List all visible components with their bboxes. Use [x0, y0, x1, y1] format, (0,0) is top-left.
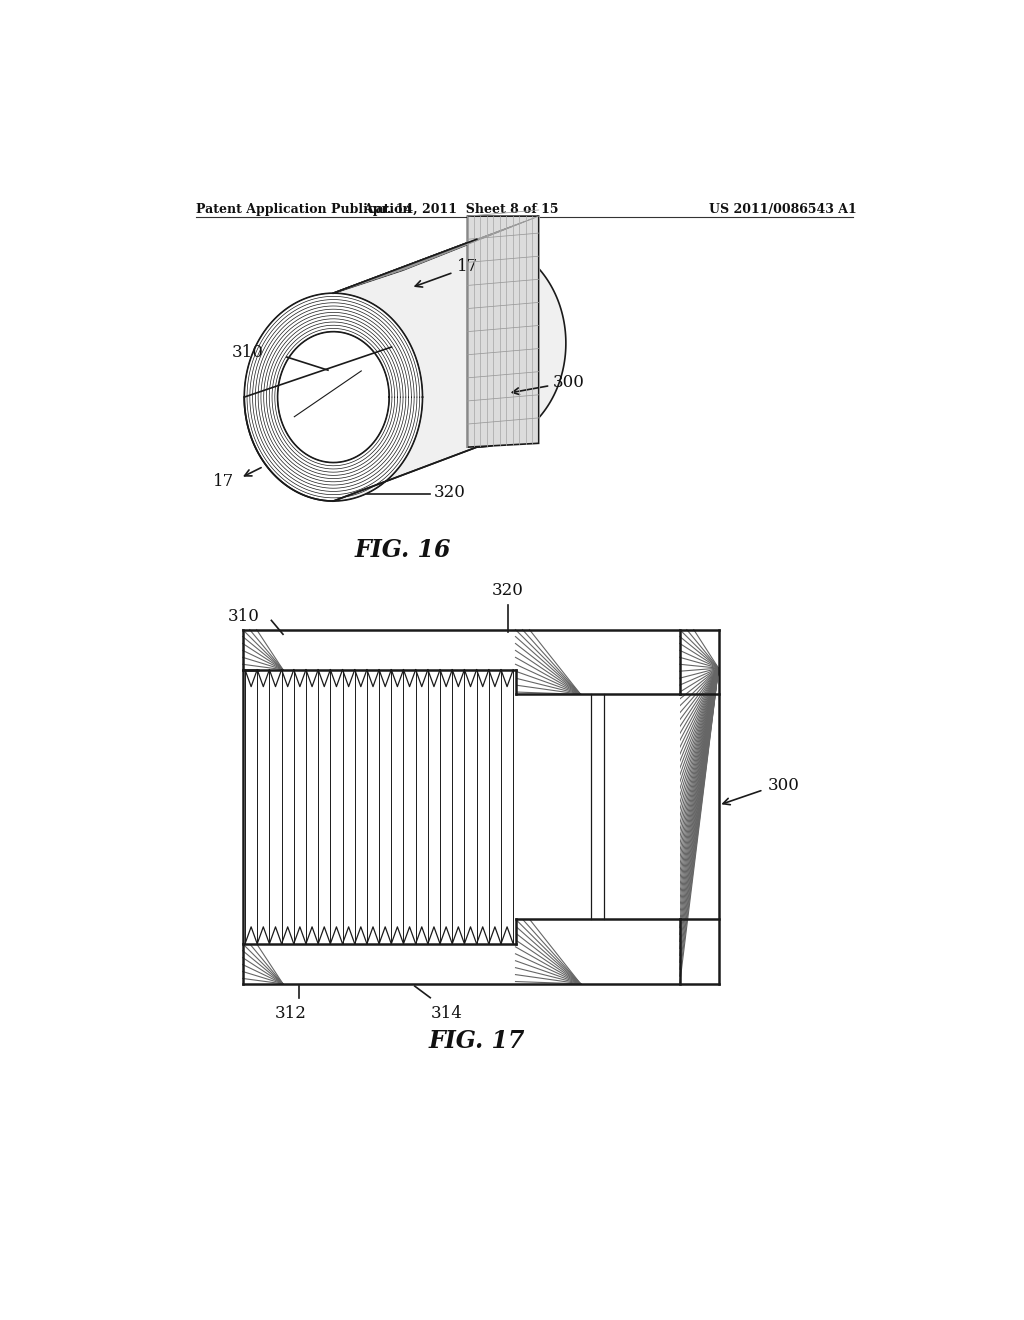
Text: 310: 310: [231, 345, 263, 360]
Text: US 2011/0086543 A1: US 2011/0086543 A1: [710, 203, 857, 216]
Text: 314: 314: [430, 1006, 462, 1023]
Text: 312: 312: [274, 1006, 306, 1023]
Text: 17: 17: [213, 474, 234, 490]
Text: 300: 300: [767, 777, 800, 795]
Text: 320: 320: [492, 582, 523, 599]
Text: FIG. 17: FIG. 17: [428, 1028, 525, 1052]
Text: 300: 300: [553, 374, 585, 391]
Polygon shape: [467, 216, 539, 447]
Polygon shape: [334, 216, 539, 293]
Text: 17: 17: [458, 257, 478, 275]
Text: 320: 320: [434, 484, 466, 502]
Polygon shape: [334, 239, 566, 502]
Text: FIG. 16: FIG. 16: [355, 539, 452, 562]
Bar: [243, 669, 515, 944]
Text: Patent Application Publication: Patent Application Publication: [197, 203, 412, 216]
Text: Apr. 14, 2011  Sheet 8 of 15: Apr. 14, 2011 Sheet 8 of 15: [364, 203, 559, 216]
Bar: [515, 694, 680, 919]
Text: 310: 310: [228, 609, 260, 626]
